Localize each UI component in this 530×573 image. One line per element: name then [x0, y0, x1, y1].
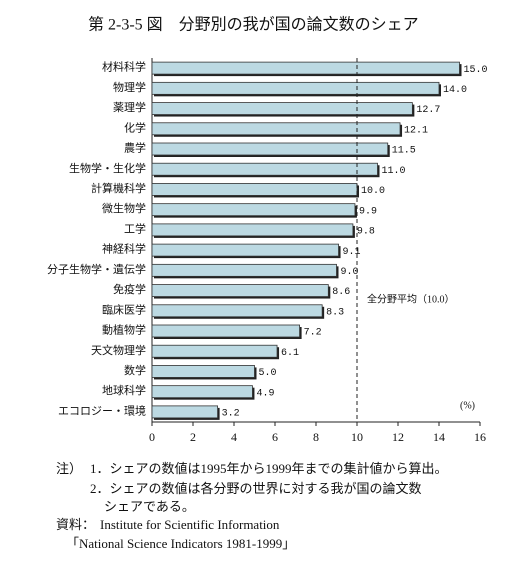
value-label: 4.9: [256, 388, 274, 399]
y-tick-label: 化学: [124, 120, 146, 134]
bar: [151, 243, 339, 257]
value-label: 11.0: [382, 166, 406, 177]
y-tick-label: 神経科学: [102, 242, 146, 256]
value-label: 12.7: [416, 105, 440, 116]
y-tick-label: 地球科学: [102, 383, 146, 397]
y-tick-label: 免疫学: [113, 282, 146, 296]
bar: [151, 102, 413, 115]
bar: [151, 223, 354, 237]
y-tick-label: 数学: [124, 363, 146, 377]
source: 「National Science Indicators 1981-1999」: [66, 536, 295, 551]
y-tick-label: 物理学: [113, 80, 146, 94]
chart-title: 第 2-3-5 図 分野別の我が国の論文数のシェア: [88, 16, 419, 34]
bar: [151, 263, 337, 277]
value-label: 9.9: [359, 206, 377, 217]
bar: [151, 162, 378, 176]
y-tick-label: 天文物理学: [91, 343, 146, 357]
note: シェアである。: [104, 499, 195, 514]
bar: [151, 183, 358, 196]
y-tick-label: エコロジー・環境: [58, 403, 146, 417]
x-tick-label: 0: [149, 430, 155, 444]
x-tick-label: 16: [474, 430, 486, 444]
value-label: 6.1: [281, 348, 299, 359]
y-tick-label: 計算機科学: [91, 181, 146, 195]
value-label: 5.0: [259, 368, 277, 379]
bar: [151, 324, 301, 338]
bar: [151, 284, 329, 297]
value-label: 8.6: [332, 287, 350, 298]
value-label: 3.2: [222, 409, 240, 420]
y-tick-label: 材料科学: [102, 60, 146, 74]
y-tick-label: 農学: [124, 141, 146, 155]
x-tick-label: 10: [351, 430, 363, 444]
value-label: 12.1: [404, 125, 428, 136]
bar: [151, 405, 218, 419]
value-label: 10.0: [361, 186, 385, 197]
notes-label: 注）: [56, 461, 82, 476]
source: Institute for Scientific Information: [100, 517, 280, 532]
y-tick-label: 分子生物学・遺伝学: [47, 262, 146, 276]
bar: [151, 61, 460, 75]
note: 1．シェアの数値は1995年から1999年までの集計値から算出。: [90, 461, 448, 476]
note: 2．シェアの数値は各分野の世界に対する我が国の論文数: [90, 481, 422, 496]
bar: [151, 203, 356, 217]
value-label: 15.0: [464, 65, 488, 76]
value-label: 7.2: [304, 328, 322, 339]
value-label: 14.0: [443, 85, 467, 96]
bar: [151, 81, 440, 95]
value-label: 9.8: [357, 227, 375, 238]
value-label: 9.0: [341, 267, 359, 278]
x-tick-label: 8: [313, 430, 319, 444]
x-tick-label: 14: [433, 430, 445, 444]
value-label: 9.1: [343, 247, 361, 258]
bar: [151, 122, 401, 136]
x-tick-label: 4: [231, 430, 237, 444]
y-tick-label: 工学: [124, 221, 146, 235]
reference-label: 全分野平均（10.0）: [367, 292, 455, 305]
source-label: 資料：: [56, 517, 95, 532]
y-tick-label: 動植物学: [102, 323, 146, 337]
value-label: 8.3: [326, 307, 344, 318]
y-tick-label: 微生物学: [102, 201, 146, 215]
x-tick-label: 12: [392, 430, 404, 444]
y-tick-label: 薬理学: [113, 100, 146, 114]
unit-label: (%): [460, 400, 475, 411]
x-tick-label: 2: [190, 430, 196, 444]
bar: [151, 365, 255, 378]
y-tick-label: 生物学・生化学: [69, 161, 146, 175]
bar: [151, 142, 389, 156]
bar: [151, 304, 323, 318]
x-tick-label: 6: [272, 430, 278, 444]
y-tick-label: 臨床医学: [102, 302, 146, 316]
bar: [151, 385, 253, 399]
value-label: 11.5: [392, 146, 416, 157]
bar: [151, 344, 278, 358]
